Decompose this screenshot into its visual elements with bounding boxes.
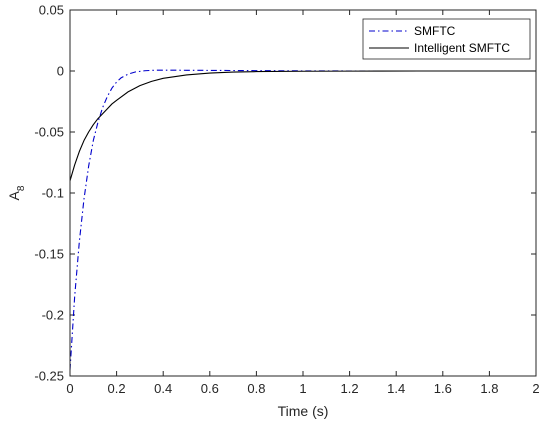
legend: SMFTC Intelligent SMFTC bbox=[362, 18, 531, 60]
plot-background bbox=[70, 10, 536, 376]
series-line-intelligent-smftc bbox=[69, 70, 536, 181]
plot-frame bbox=[69, 9, 537, 377]
x-tick-label: 1.6 bbox=[434, 381, 452, 396]
x-tick-label: 0.4 bbox=[154, 381, 172, 396]
y-tick-label: 0.05 bbox=[39, 3, 64, 18]
y-tick-label: 0 bbox=[57, 64, 64, 79]
x-tick-label: 0.8 bbox=[247, 381, 265, 396]
x-tick-label: 1 bbox=[299, 381, 306, 396]
y-tick-label: -0.1 bbox=[42, 186, 64, 201]
legend-label-smftc: SMFTC bbox=[414, 24, 456, 38]
x-tick-label: 2 bbox=[532, 381, 539, 396]
y-tick-label: -0.05 bbox=[34, 125, 64, 140]
legend-box bbox=[362, 18, 531, 60]
y-tick-label: -0.2 bbox=[42, 308, 64, 323]
x-axis-label: Time (s) bbox=[278, 403, 329, 419]
x-tick-label: 1.8 bbox=[480, 381, 498, 396]
y-axis-label-subscript: 8 bbox=[16, 185, 27, 191]
x-tick-label: 1.2 bbox=[341, 381, 359, 396]
y-tick-label: -0.25 bbox=[34, 369, 64, 384]
x-tick-label: 0.2 bbox=[108, 381, 126, 396]
y-axis-label-base: A bbox=[6, 190, 22, 200]
legend-label-intelligent-smftc: Intelligent SMFTC bbox=[414, 41, 510, 55]
y-tick-label: -0.15 bbox=[34, 247, 64, 262]
series-lines bbox=[69, 69, 536, 370]
x-tick-label: 0 bbox=[66, 381, 73, 396]
y-axis-ticks: -0.25 -0.2 -0.15 -0.1 -0.05 0 0.05 bbox=[34, 3, 536, 384]
x-tick-label: 0.6 bbox=[201, 381, 219, 396]
series-line-smftc bbox=[69, 69, 513, 370]
x-tick-label: 1.4 bbox=[387, 381, 405, 396]
y-axis-label: A8 bbox=[6, 185, 27, 200]
x-axis-ticks: 0 0.2 0.4 0.6 0.8 1 1.2 1.4 1.6 1.8 2 bbox=[66, 10, 540, 396]
